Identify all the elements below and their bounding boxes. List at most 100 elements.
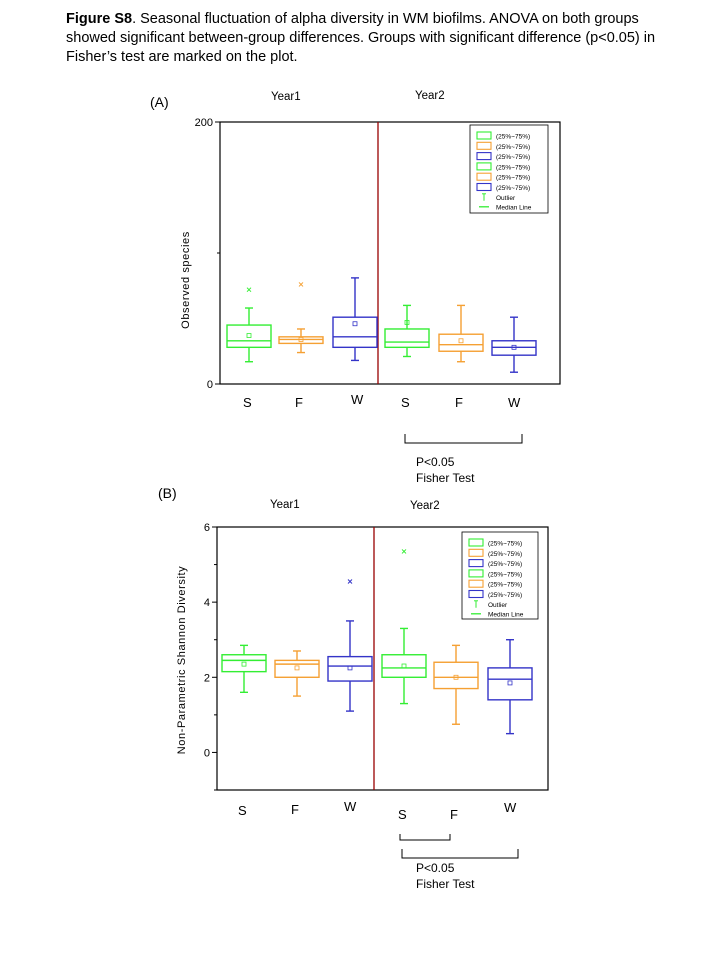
- panel-a-label: (A): [150, 94, 169, 110]
- box-mean-marker: [458, 338, 464, 344]
- legend-swatch: [476, 141, 492, 150]
- panel-a-year-label: Year2: [415, 90, 445, 102]
- panel-b-ytick-label: 2: [204, 672, 210, 684]
- legend-swatch: [476, 172, 492, 181]
- figure-caption: Figure S8. Seasonal fluctuation of alpha…: [66, 10, 686, 67]
- legend-entry-label: (25%~75%): [496, 144, 530, 151]
- figure-caption-text: . Seasonal fluctuation of alpha diversit…: [66, 11, 656, 65]
- panel-a-box-s-year2: [384, 304, 430, 358]
- box-iqr: [487, 667, 533, 701]
- panel-a-season-label: W: [351, 392, 364, 407]
- panel-b-season-label: F: [291, 802, 299, 817]
- panel-b-significance-label: P<0.05: [416, 861, 455, 875]
- box-outlier-marker: [347, 579, 353, 584]
- legend-entry-label: (25%~75%): [488, 592, 522, 599]
- panel-b-year-label: Year1: [270, 499, 300, 511]
- legend-swatch: [468, 569, 484, 578]
- panel-b-box-f-year2: [433, 644, 479, 725]
- panel-b-season-label: W: [344, 799, 357, 814]
- panel-a-box-f-year2: [438, 304, 484, 363]
- legend-entry-label: (25%~75%): [496, 154, 530, 161]
- box-outlier-marker: [401, 549, 407, 554]
- legend-swatch: [468, 538, 484, 547]
- panel-b-plot-frame: [216, 526, 549, 791]
- panel-a-season-label: S: [401, 395, 410, 410]
- legend-outlier-label: Outlier: [488, 602, 508, 609]
- box-iqr: [226, 324, 272, 349]
- panel-a-significance-label: P<0.05: [416, 455, 455, 469]
- legend-swatch: [476, 152, 492, 161]
- legend-entry-label: (25%~75%): [488, 561, 522, 568]
- panel-a-year-label: Year1: [271, 91, 301, 103]
- panel-b-season-label: F: [450, 807, 458, 822]
- panel-b-ytick-label: 4: [204, 597, 210, 609]
- panel-a-season-label: S: [243, 395, 252, 410]
- box-mean-marker: [511, 344, 517, 350]
- panel-b-significance-test: Fisher Test: [416, 877, 475, 891]
- box-mean-marker: [401, 663, 407, 669]
- box-mean-marker: [241, 661, 247, 667]
- box-mean-marker: [352, 321, 358, 327]
- panel-b-label: (B): [158, 485, 177, 501]
- panel-b-box-s-year1: [221, 644, 267, 694]
- legend-swatch: [476, 182, 492, 192]
- box-iqr: [381, 654, 427, 678]
- panel-a-box-f-year1: [278, 282, 324, 354]
- legend-swatch: [468, 589, 484, 599]
- panel-a-season-label: F: [455, 395, 463, 410]
- panel-a-legend: (25%~75%) (25%~75%) (25%~75%) (25%~75%) (25%…: [469, 124, 549, 214]
- box-outlier-marker: [298, 282, 304, 287]
- panel-b-box-f-year1: [274, 650, 320, 697]
- legend-swatch: [476, 131, 492, 140]
- legend-entry-label: (25%~75%): [496, 164, 530, 171]
- panel-a-season-label: F: [295, 395, 303, 410]
- panel-b-box-s-year2: [381, 549, 427, 705]
- panel-a-box-w-year1: [332, 277, 378, 362]
- panel-b-significance-bracket: [401, 849, 519, 859]
- panel-a-season-label: W: [508, 395, 521, 410]
- panel-a-ytick-label: 0: [207, 379, 213, 391]
- panel-a-significance-test: Fisher Test: [416, 471, 475, 485]
- legend-swatch: [476, 162, 492, 171]
- panel-a-box-s-year1: [226, 287, 272, 363]
- panel-b-year-label: Year2: [410, 500, 440, 512]
- legend-entry-label: (25%~75%): [496, 185, 530, 192]
- panel-a-ytick-label: 200: [195, 117, 213, 129]
- panel-b-season-label: S: [398, 807, 407, 822]
- panel-b-ylabel: Non-Parametric Shannon Diversity: [176, 566, 188, 755]
- panel-b-season-label: S: [238, 803, 247, 818]
- box-mean-marker: [453, 674, 459, 680]
- legend-entry-label: (25%~75%): [488, 551, 522, 558]
- panel-a-box-w-year2: [491, 316, 537, 373]
- box-iqr: [274, 659, 320, 678]
- panel-b-ytick-label: 6: [204, 522, 210, 534]
- box-mean-marker: [298, 337, 304, 342]
- box-iqr: [384, 328, 430, 349]
- box-mean-marker: [507, 680, 513, 686]
- panel-b-legend: (25%~75%) (25%~75%) (25%~75%) (25%~75%) (25%…: [461, 531, 539, 620]
- box-outlier-marker: [246, 287, 252, 293]
- panel-b-box-w-year1: [327, 579, 373, 712]
- legend-swatch: [468, 559, 484, 568]
- legend-entry-label: (25%~75%): [488, 541, 522, 548]
- box-mean-marker: [404, 320, 410, 325]
- panel-b-significance-bracket-secondary: [399, 834, 451, 841]
- box-mean-marker: [246, 333, 252, 338]
- legend-median-label: Median Line: [496, 204, 532, 211]
- panel-a-ylabel: Observed species: [180, 231, 192, 329]
- box-mean-marker: [294, 665, 300, 671]
- panel-b-ytick-label: 0: [204, 747, 210, 759]
- panel-b-box-w-year2: [487, 639, 533, 735]
- legend-entry-label: (25%~75%): [496, 175, 530, 182]
- legend-swatch: [468, 579, 484, 588]
- box-iqr: [332, 316, 378, 349]
- panel-b-season-label: W: [504, 800, 517, 815]
- legend-median-label: Median Line: [488, 611, 524, 618]
- legend-entry-label: (25%~75%): [488, 582, 522, 589]
- legend-outlier-label: Outlier: [496, 195, 516, 202]
- panel-a-significance-bracket: [404, 434, 523, 444]
- figure-label: Figure S8: [66, 11, 133, 27]
- box-iqr: [327, 655, 373, 682]
- box-mean-marker: [347, 665, 353, 671]
